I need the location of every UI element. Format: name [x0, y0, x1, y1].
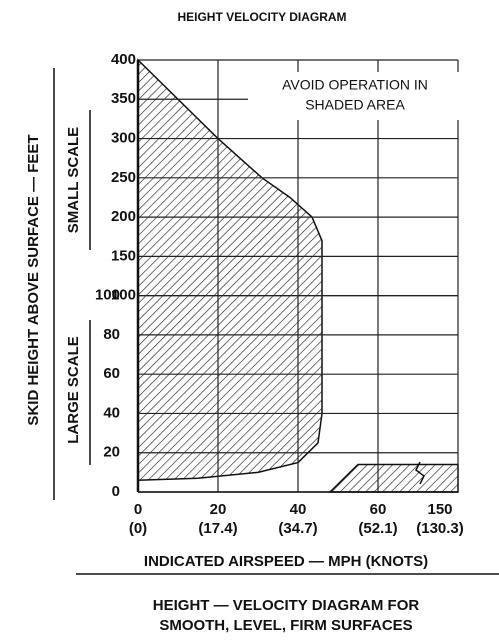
x-tick-label: 150 [427, 501, 452, 518]
x-tick-label: 40 [290, 501, 307, 518]
shaded-region [137, 58, 323, 481]
y-tick-label: 100 [111, 287, 136, 304]
caption: SMOOTH, LEVEL, FIRM SURFACES [159, 617, 412, 634]
x-tick-knots: (0) [129, 520, 147, 537]
y-tick-label: 400 [111, 51, 136, 68]
y-tick-label: 300 [111, 130, 136, 147]
y-tick-label: 0 [112, 483, 120, 500]
x-tick-knots: (17.4) [198, 520, 237, 537]
small-scale-label: SMALL SCALE [65, 127, 82, 233]
annotation: AVOID OPERATION IN [282, 77, 428, 93]
chart-title: HEIGHT VELOCITY DIAGRAM [177, 10, 346, 24]
x-tick-knots: (52.1) [358, 520, 397, 537]
x-tick-knots: (130.3) [416, 520, 464, 537]
y-tick-label: 100 [95, 287, 120, 304]
y-tick-label: 60 [103, 365, 120, 382]
y-axis-title: SKID HEIGHT ABOVE SURFACE — FEET [25, 134, 42, 425]
y-tick-label: 200 [111, 208, 136, 225]
x-axis-title: INDICATED AIRSPEED — MPH (KNOTS) [144, 553, 428, 570]
y-tick-label: 80 [103, 326, 120, 343]
x-tick-knots: (34.7) [278, 520, 317, 537]
x-tick-label: 20 [210, 501, 227, 518]
x-tick-label: 60 [370, 501, 387, 518]
y-tick-label: 20 [103, 444, 120, 461]
y-tick-label: 350 [111, 90, 136, 107]
y-tick-label: 40 [103, 404, 120, 421]
caption: HEIGHT — VELOCITY DIAGRAM FOR [153, 597, 420, 614]
annotation-box [248, 72, 462, 120]
y-tick-label: 250 [111, 169, 136, 186]
shaded-region [328, 463, 459, 493]
x-tick-label: 0 [134, 501, 142, 518]
scale-break [415, 461, 425, 485]
y-tick-label: 150 [111, 247, 136, 264]
annotation: SHADED AREA [305, 97, 405, 113]
large-scale-label: LARGE SCALE [65, 336, 82, 444]
